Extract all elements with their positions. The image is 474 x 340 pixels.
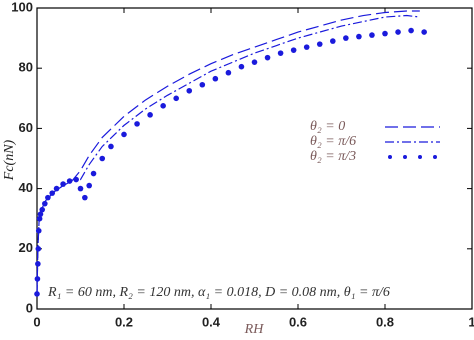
legend-swatch — [388, 155, 392, 159]
data-point — [264, 54, 271, 61]
data-point — [34, 276, 41, 282]
data-point — [53, 185, 60, 192]
y-tick-label: 20 — [19, 240, 33, 255]
data-point — [160, 103, 166, 109]
data-point — [108, 143, 114, 150]
data-point — [238, 63, 245, 70]
data-point — [39, 206, 46, 213]
data-point — [90, 170, 97, 177]
data-point — [395, 29, 401, 35]
x-tick-label: 0.2 — [115, 314, 133, 329]
data-point — [290, 47, 297, 53]
data-point — [45, 194, 51, 201]
y-tick-label: 40 — [19, 180, 33, 195]
data-point — [99, 155, 106, 162]
y-tick-label: 60 — [19, 120, 33, 135]
plot-frame — [36, 7, 473, 310]
y-axis-label: Fc(nN) — [2, 139, 17, 181]
x-tick-label: 0 — [33, 314, 40, 329]
data-line — [36, 10, 420, 294]
legend-label: θ₂ = π/3 — [310, 149, 356, 164]
y-tick-label: 80 — [19, 60, 33, 75]
data-point — [277, 50, 284, 56]
x-tick-label: 0.4 — [202, 314, 221, 329]
data-point — [251, 59, 258, 65]
data-point — [225, 69, 232, 76]
data-point — [77, 185, 84, 192]
x-tick-label: 0.8 — [376, 314, 394, 329]
data-point — [356, 33, 362, 40]
data-point — [369, 32, 375, 38]
data-point — [66, 178, 73, 184]
data-point — [35, 227, 42, 234]
data-line — [36, 14, 420, 294]
x-tick-label: 0.6 — [289, 314, 307, 329]
data-point — [82, 194, 88, 201]
data-point — [173, 95, 179, 102]
data-point — [37, 211, 44, 217]
annotation: R₁ = 60 nm, R₂ = 120 nm, α₁ = 0.018, D =… — [47, 285, 390, 300]
data-point — [408, 27, 414, 34]
data-point — [303, 44, 310, 50]
data-point — [134, 121, 140, 127]
x-tick-label: 1 — [468, 314, 474, 329]
data-point — [35, 261, 41, 267]
data-point — [35, 246, 42, 252]
data-point — [343, 35, 349, 41]
legend-swatch — [418, 155, 422, 159]
data-point — [421, 29, 427, 35]
data-point — [34, 291, 40, 297]
data-point — [330, 38, 336, 44]
data-point — [49, 190, 56, 196]
data-point — [36, 215, 43, 222]
legend-label: θ₂ = 0 — [310, 119, 345, 134]
y-tick-label: 100 — [11, 0, 33, 14]
y-tick-label: 0 — [26, 300, 33, 315]
data-point — [73, 176, 79, 183]
data-point — [316, 41, 323, 47]
data-point — [382, 30, 388, 37]
data-point — [186, 87, 193, 94]
data-point — [42, 200, 48, 207]
legend-label: θ₂ = π/6 — [310, 134, 356, 149]
data-point — [86, 182, 92, 189]
data-point — [199, 81, 206, 88]
data-point — [147, 112, 153, 118]
data-point — [60, 181, 66, 187]
legend-swatch — [433, 155, 437, 159]
data-point — [121, 131, 127, 138]
x-axis-label: RH — [244, 322, 265, 337]
legend-swatch — [403, 155, 407, 159]
data-point — [212, 75, 219, 82]
